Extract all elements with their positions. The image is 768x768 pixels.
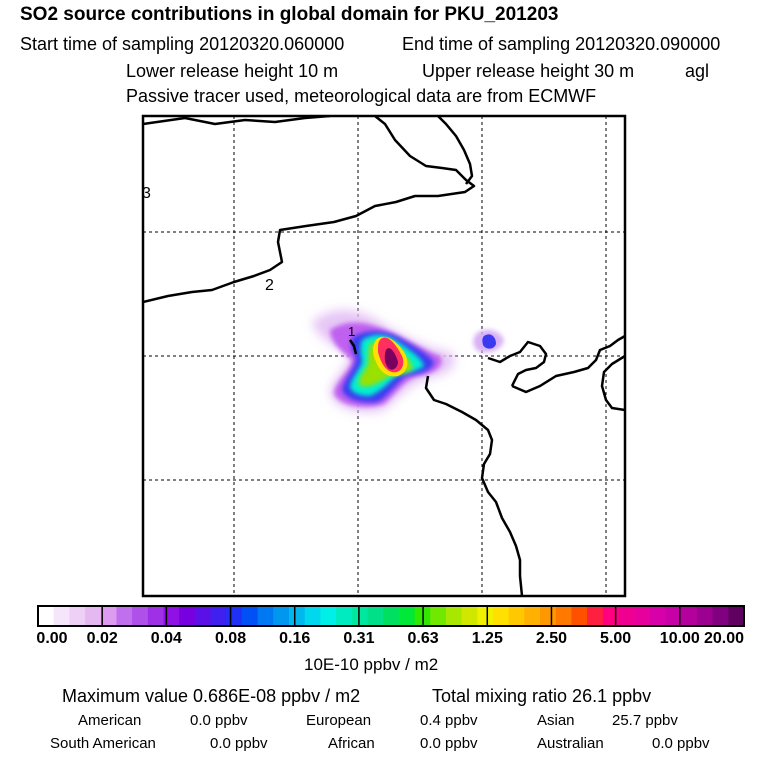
colorbar-tick-label: 20.00 xyxy=(703,630,745,647)
source-value-asian: 25.7 ppbv xyxy=(612,712,678,729)
end-time-label: End time of sampling 20120320.090000 xyxy=(402,34,721,54)
start-time-label: Start time of sampling 20120320.060000 xyxy=(20,34,345,54)
source-name-australian: Australian xyxy=(537,735,604,752)
source-value-australian: 0.0 ppbv xyxy=(652,735,710,752)
map-frame xyxy=(141,114,627,598)
colorbar-tick-label: 2.50 xyxy=(535,630,568,647)
source-name-american: American xyxy=(78,712,142,729)
colorbar-tick-label: 0.16 xyxy=(279,630,311,647)
colorbar-units: 10E-10 ppbv / m2 xyxy=(304,655,439,674)
colorbar-tick-label: 10.00 xyxy=(659,630,700,647)
colorbar-tick-label: 0.02 xyxy=(86,630,118,647)
colorbar-tick-label: 1.25 xyxy=(471,630,503,647)
colorbar-tick-label: 0.63 xyxy=(407,630,439,647)
agl-label: agl xyxy=(685,61,710,81)
source-value-african: 0.0 ppbv xyxy=(420,735,478,752)
coastlines xyxy=(143,116,625,596)
source-value-american: 0.0 ppbv xyxy=(190,712,248,729)
total-mixing-label: Total mixing ratio 26.1 ppbv xyxy=(432,686,652,706)
lower-height-label: Lower release height 10 m xyxy=(126,61,339,81)
chart-title: SO2 source contributions in global domai… xyxy=(20,4,559,25)
grid-label-1: 1 xyxy=(348,324,355,339)
max-value-label: Maximum value 0.686E-08 ppbv / m2 xyxy=(62,686,361,706)
colorbar-tick-label: 0.04 xyxy=(150,630,182,647)
colorbar-tick-label: 0.31 xyxy=(343,630,375,647)
source-value-south-american: 0.0 ppbv xyxy=(210,735,268,752)
plume xyxy=(312,310,504,413)
grid-lines xyxy=(143,116,625,596)
colorbar-tick-label: 0.08 xyxy=(214,630,247,647)
grid-label-3: 3 xyxy=(142,185,151,202)
source-value-european: 0.4 ppbv xyxy=(420,712,478,729)
grid-label-2: 2 xyxy=(265,277,274,294)
source-name-european: European xyxy=(306,712,372,729)
colorbar-tick-label: 5.00 xyxy=(600,630,632,647)
colorbar-tick-label: 0.00 xyxy=(36,630,68,647)
map-plot: 3 2 1 xyxy=(141,114,627,598)
source-name-african: African xyxy=(328,735,375,752)
source-name-asian: Asian xyxy=(537,712,575,729)
upper-height-label: Upper release height 30 m xyxy=(422,61,635,81)
tracer-note: Passive tracer used, meteorological data… xyxy=(126,86,597,106)
source-name-south-american: South American xyxy=(50,735,156,752)
